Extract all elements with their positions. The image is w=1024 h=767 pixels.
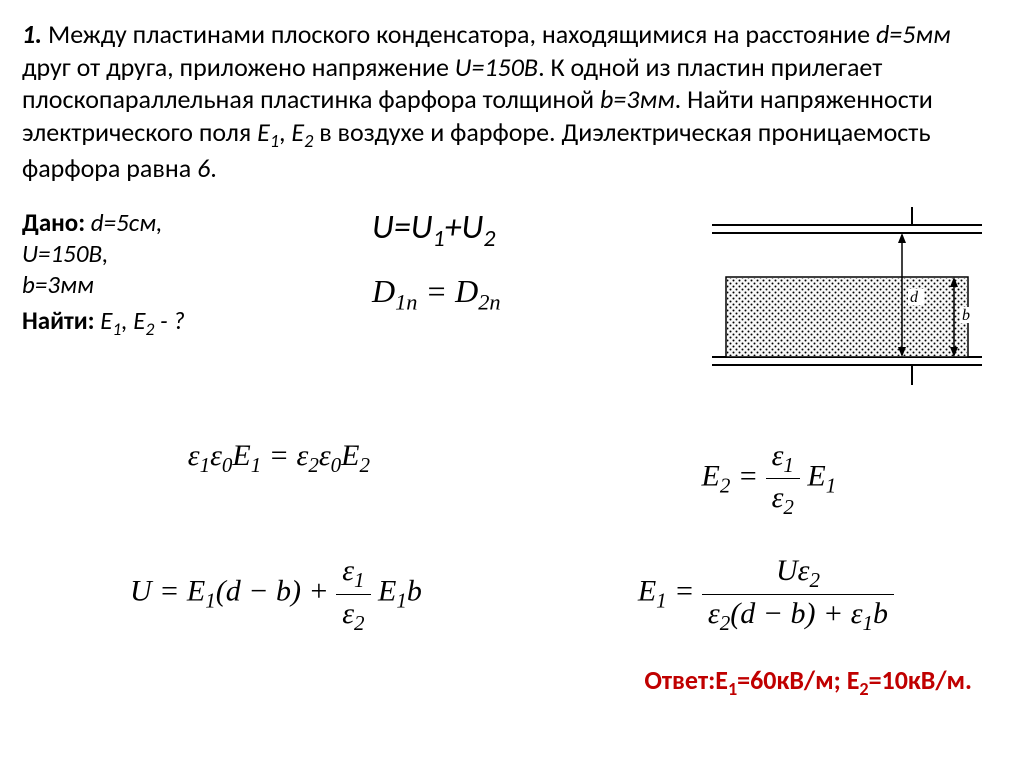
formula-row-2: U = E1(d − b) + ε1ε2 E1b E1 = Uε2 ε2(d −… <box>22 552 1002 636</box>
given-block: Дано: d=5см, U=150В, b=3мм Найти: E1, E2… <box>22 207 342 397</box>
given-d: d=5см, <box>91 207 163 238</box>
problem-number: 1. <box>22 18 42 50</box>
given-label: Дано: <box>22 207 85 238</box>
problem-text: 1. Между пластинами плоского конденсатор… <box>22 18 1002 185</box>
svg-text:b: b <box>962 307 970 324</box>
eq-u-expand: U = E1(d − b) + ε1ε2 E1b <box>130 552 422 636</box>
capacitor-diagram: d b <box>702 207 992 397</box>
answer-e2: E2=10кВ/м. <box>847 664 972 696</box>
eq-voltage: U=U1+U2 <box>372 207 702 254</box>
answer-e1: E1=60кВ/м <box>715 664 833 696</box>
center-equations: U=U1+U2 D1n = D2n <box>342 207 702 397</box>
eq-e1: E1 = Uε2 ε2(d − b) + ε1b <box>638 552 894 636</box>
formula-row-1: ε1ε0E1 = ε2ε0E2 E2 = ε1ε2 E1 <box>22 437 1002 521</box>
answer: Ответ:E1=60кВ/м; E2=10кВ/м. <box>22 664 1002 701</box>
eq-displacement: D1n = D2n <box>372 271 702 316</box>
eq-e2: E2 = ε1ε2 E1 <box>701 437 836 521</box>
problem-body: Между пластинами плоского конденсатора, … <box>22 18 951 184</box>
find-label: Найти: <box>22 305 95 336</box>
find-vars: E1, E2 - ? <box>100 305 185 336</box>
answer-sep: ; <box>834 664 847 696</box>
eq-eps: ε1ε0E1 = ε2ε0E2 <box>188 437 370 521</box>
svg-text:d: d <box>910 289 919 306</box>
answer-label: Ответ: <box>644 664 715 696</box>
given-b: b=3мм <box>22 269 342 300</box>
given-u: U=150В, <box>22 238 342 269</box>
diagram: d b <box>702 207 1002 397</box>
